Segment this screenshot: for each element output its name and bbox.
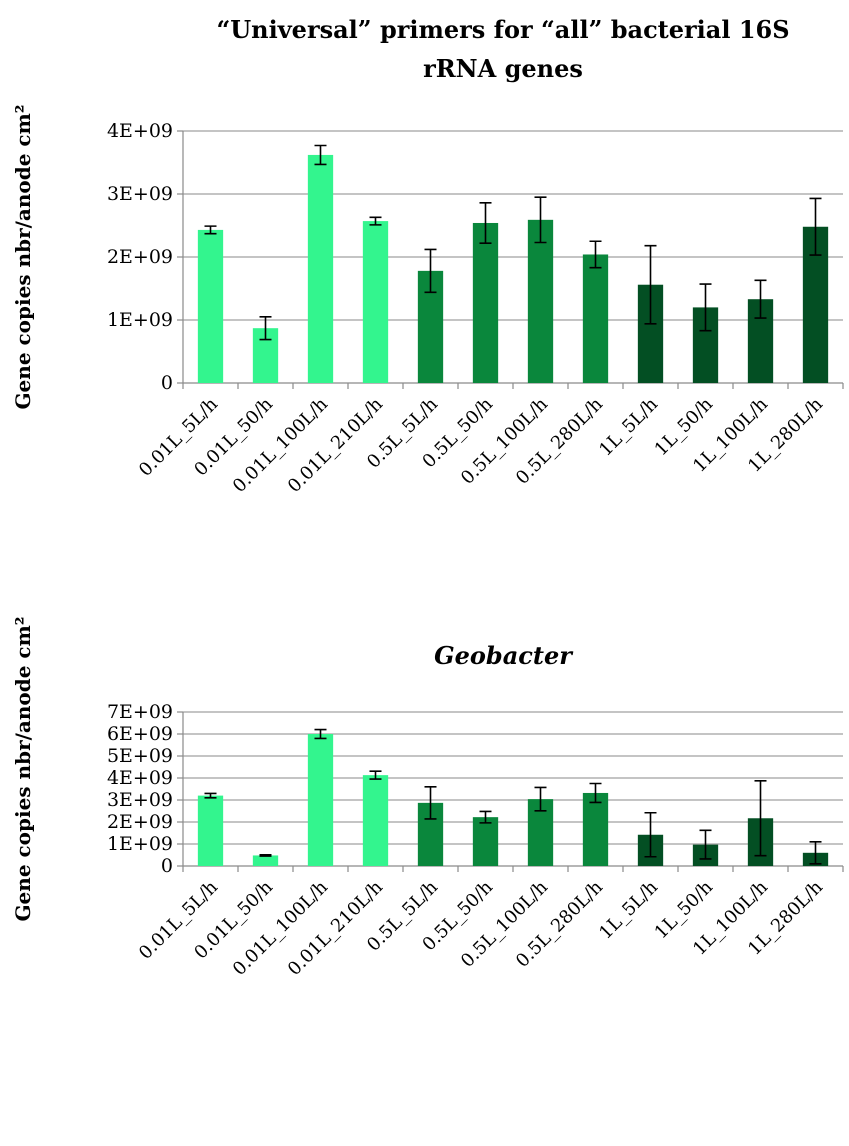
bar-0-5l-100l-h <box>527 219 554 383</box>
chart-title-line: “Universal” primers for “all” bacterial … <box>216 15 789 44</box>
y-tick-label: 4E+09 <box>107 767 173 789</box>
y-tick-label: 3E+09 <box>107 183 173 205</box>
x-tick-label: 0.01L_210L/h <box>284 393 388 497</box>
bar-0-01l-210l-h <box>362 775 389 866</box>
bar-0-01l-100l-h <box>307 154 334 383</box>
x-tick-label: 0.01L_100L/h <box>229 876 333 980</box>
error-bar <box>644 811 657 858</box>
y-tick-label: 0 <box>161 855 173 877</box>
error-bar <box>754 780 767 857</box>
y-tick-label: 0 <box>161 372 173 394</box>
bar-0-5l-50-h <box>472 817 499 866</box>
error-bar <box>424 786 437 820</box>
y-tick-label: 2E+09 <box>107 246 173 268</box>
y-tick-label: 5E+09 <box>107 745 173 767</box>
chart-universal-primers: “Universal” primers for “all” bacterial … <box>11 15 844 497</box>
error-bar <box>204 225 217 235</box>
bar-0-01l-5l-h <box>197 229 224 383</box>
error-bar <box>314 144 327 166</box>
y-tick-label: 3E+09 <box>107 789 173 811</box>
error-bar <box>479 202 492 244</box>
bar-0-01l-210l-h <box>362 221 389 383</box>
error-bar <box>644 244 657 325</box>
y-tick-label: 2E+09 <box>107 811 173 833</box>
x-tick-label: 1L_5L/h <box>595 876 662 943</box>
error-bar <box>259 316 272 341</box>
error-bar <box>204 792 217 799</box>
error-bar <box>314 728 327 740</box>
error-bar <box>809 197 822 256</box>
chart-title-line: Geobacter <box>434 641 574 670</box>
bar-0-5l-280l-h <box>582 792 609 866</box>
y-tick-label: 1E+09 <box>107 309 173 331</box>
y-tick-label: 6E+09 <box>107 723 173 745</box>
y-tick-label: 7E+09 <box>107 701 173 723</box>
y-tick-label: 4E+09 <box>107 120 173 142</box>
x-tick-label: 1L_5L/h <box>595 393 662 460</box>
error-bar <box>699 283 712 332</box>
error-bar <box>534 786 547 812</box>
error-bar <box>534 196 547 244</box>
error-bar <box>479 810 492 824</box>
error-bar <box>589 240 602 269</box>
bar-0-5l-280l-h <box>582 254 609 383</box>
y-tick-label: 1E+09 <box>107 833 173 855</box>
x-tick-label: 0.01L_100L/h <box>229 393 333 497</box>
error-bar <box>259 853 272 857</box>
y-axis-label: Gene copies nbr/anode cm² <box>11 104 35 409</box>
chart-title-line: rRNA genes <box>423 54 583 83</box>
bar-0-01l-50-h <box>252 855 279 866</box>
bar-0-5l-50-h <box>472 222 499 383</box>
error-bar <box>699 829 712 860</box>
y-axis-label: Gene copies nbr/anode cm² <box>11 616 35 921</box>
error-bar <box>424 248 437 294</box>
bar-0-01l-5l-h <box>197 795 224 866</box>
error-bar <box>369 216 382 226</box>
error-bar <box>589 782 602 804</box>
error-bar <box>809 841 822 865</box>
x-tick-label: 0.01L_210L/h <box>284 876 388 980</box>
bar-0-01l-100l-h <box>307 734 334 866</box>
error-bar <box>369 770 382 780</box>
error-bar <box>754 279 767 319</box>
chart-geobacter: Geobacter Gene copies nbr/anode cm² 01E+09… <box>11 616 844 980</box>
